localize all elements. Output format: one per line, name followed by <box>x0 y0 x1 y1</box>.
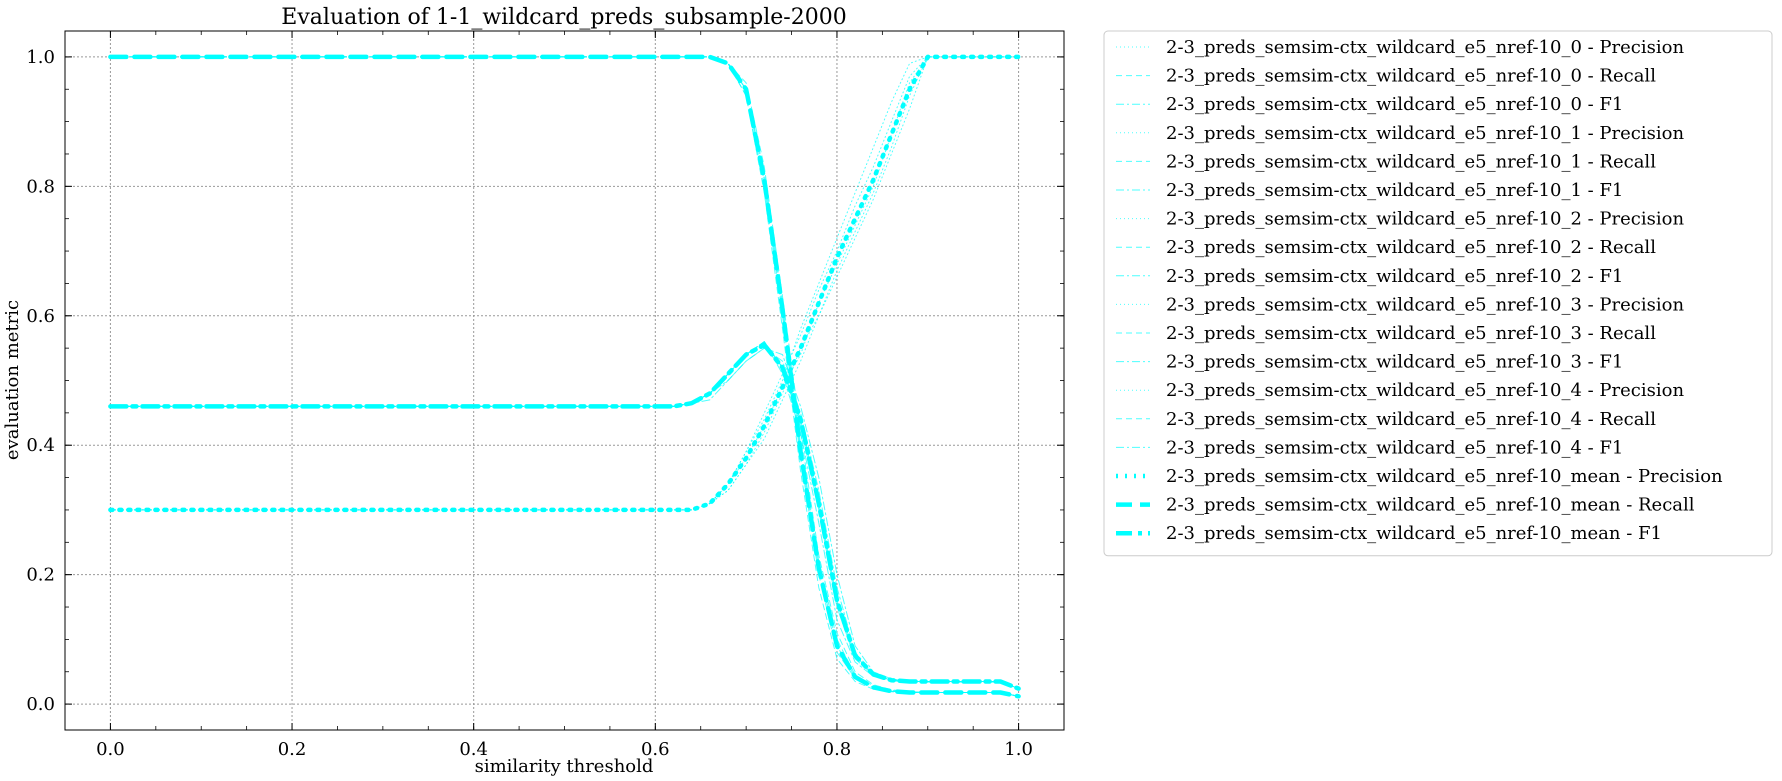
legend-label: 2-3_preds_semsim-ctx_wildcard_e5_nref-10… <box>1166 94 1623 115</box>
y-tick-label: 0.4 <box>26 435 55 456</box>
legend-label: 2-3_preds_semsim-ctx_wildcard_e5_nref-10… <box>1166 37 1684 58</box>
legend-label: 2-3_preds_semsim-ctx_wildcard_e5_nref-10… <box>1166 495 1695 516</box>
legend-label: 2-3_preds_semsim-ctx_wildcard_e5_nref-10… <box>1166 237 1656 258</box>
y-tick-label: 0.0 <box>26 694 55 715</box>
legend-label: 2-3_preds_semsim-ctx_wildcard_e5_nref-10… <box>1166 352 1623 373</box>
y-tick-label: 0.8 <box>26 176 55 197</box>
x-tick-label: 1.0 <box>1004 739 1033 760</box>
x-axis-label: similarity threshold <box>475 756 654 777</box>
legend-label: 2-3_preds_semsim-ctx_wildcard_e5_nref-10… <box>1166 409 1656 430</box>
chart-title: Evaluation of 1-1_wildcard_preds_subsamp… <box>281 5 846 30</box>
x-tick-label: 0.8 <box>823 739 852 760</box>
y-tick-label: 0.2 <box>26 565 55 586</box>
plot-frame <box>64 30 1065 731</box>
legend-label: 2-3_preds_semsim-ctx_wildcard_e5_nref-10… <box>1166 380 1684 401</box>
legend-label: 2-3_preds_semsim-ctx_wildcard_e5_nref-10… <box>1166 266 1623 287</box>
legend-label: 2-3_preds_semsim-ctx_wildcard_e5_nref-10… <box>1166 466 1723 487</box>
y-tick-label: 0.6 <box>26 306 55 327</box>
axis-ticks: 0.0 0.2 0.4 0.6 0.8 1.0 0.0 0.2 0.4 0.6 0.8 1.0 <box>26 31 1064 760</box>
x-tick-label: 0.4 <box>459 739 488 760</box>
legend: 2-3_preds_semsim-ctx_wildcard_e5_nref-10… <box>1103 30 1773 557</box>
legend-label: 2-3_preds_semsim-ctx_wildcard_e5_nref-10… <box>1166 323 1656 344</box>
plot-lines <box>108 54 1021 699</box>
legend-label: 2-3_preds_semsim-ctx_wildcard_e5_nref-10… <box>1166 180 1623 201</box>
legend-box <box>1103 30 1773 557</box>
y-tick-label: 1.0 <box>26 47 55 68</box>
legend-label: 2-3_preds_semsim-ctx_wildcard_e5_nref-10… <box>1166 123 1684 144</box>
x-tick-label: 0.2 <box>278 739 307 760</box>
y-axis-label: evaluation metric <box>2 300 23 460</box>
legend-label: 2-3_preds_semsim-ctx_wildcard_e5_nref-10… <box>1166 437 1623 458</box>
grid <box>65 31 1064 730</box>
series-line-17 <box>108 342 1021 691</box>
legend-label: 2-3_preds_semsim-ctx_wildcard_e5_nref-10… <box>1166 523 1662 544</box>
legend-label: 2-3_preds_semsim-ctx_wildcard_e5_nref-10… <box>1166 209 1684 230</box>
series-line-16 <box>108 54 1021 699</box>
x-tick-label: 0.0 <box>96 739 125 760</box>
legend-label: 2-3_preds_semsim-ctx_wildcard_e5_nref-10… <box>1166 66 1656 87</box>
x-tick-label: 0.6 <box>641 739 670 760</box>
legend-label: 2-3_preds_semsim-ctx_wildcard_e5_nref-10… <box>1166 151 1656 172</box>
legend-label: 2-3_preds_semsim-ctx_wildcard_e5_nref-10… <box>1166 294 1684 315</box>
series-line-15 <box>108 54 1021 513</box>
